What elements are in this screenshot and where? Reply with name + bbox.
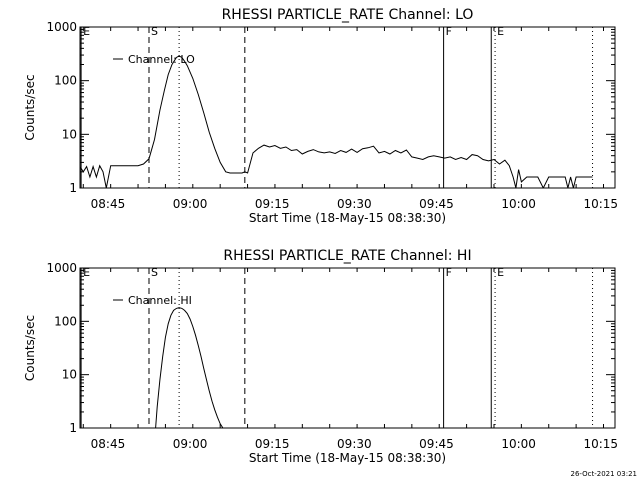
x-axis-label: Start Time (18-May-15 08:38:30)	[249, 451, 446, 465]
y-tick-label: 1	[69, 181, 77, 195]
y-tick-label: 1000	[46, 261, 77, 275]
series-line	[155, 307, 224, 428]
y-axis-label: Counts/sec	[23, 74, 37, 140]
marker-label: E	[83, 266, 90, 279]
x-tick-label: 10:15	[583, 437, 618, 451]
chart-title: RHESSI PARTICLE_RATE Channel: HI	[223, 248, 471, 264]
x-tick-label: 09:00	[173, 437, 208, 451]
series-line	[80, 55, 593, 188]
x-tick-label: 09:45	[419, 197, 454, 211]
footer-timestamp: 26-Oct-2021 03:21	[571, 470, 637, 478]
marker-label: E	[497, 25, 504, 38]
y-tick-label: 1000	[46, 20, 77, 34]
y-tick-label: 100	[54, 74, 77, 88]
plot-frame	[79, 267, 616, 429]
y-tick-label: 1	[69, 421, 77, 435]
x-tick-label: 09:30	[337, 437, 372, 451]
marker-label: F	[446, 266, 452, 279]
chart-title: RHESSI PARTICLE_RATE Channel: LO	[222, 7, 474, 23]
y-tick-label: 100	[54, 314, 77, 328]
x-tick-label: 10:00	[501, 437, 536, 451]
legend-entry: Channel: LO	[128, 53, 195, 66]
x-tick-label: 09:45	[419, 437, 454, 451]
x-tick-label: 09:00	[173, 197, 208, 211]
marker-label: F	[446, 25, 452, 38]
x-tick-label: 09:15	[255, 437, 290, 451]
x-tick-label: 10:00	[501, 197, 536, 211]
legend-entry: Channel: HI	[128, 294, 192, 307]
x-tick-label: 09:15	[255, 197, 290, 211]
x-axis-label: Start Time (18-May-15 08:38:30)	[249, 211, 446, 225]
x-tick-label: 09:30	[337, 197, 372, 211]
marker-label: E	[497, 266, 504, 279]
x-tick-label: 08:45	[91, 197, 126, 211]
y-tick-label: 10	[62, 127, 77, 141]
lo-channel-panel: RHESSI PARTICLE_RATE Channel: LO Start Ti…	[23, 7, 618, 225]
marker-label: E	[83, 25, 90, 38]
y-axis-label: Counts/sec	[23, 315, 37, 381]
marker-label: S	[151, 25, 158, 38]
hi-channel-panel: RHESSI PARTICLE_RATE Channel: HI Start Ti…	[23, 248, 618, 465]
x-tick-label: 10:15	[583, 197, 618, 211]
marker-label: S	[151, 266, 158, 279]
y-tick-label: 10	[62, 368, 77, 382]
x-tick-label: 08:45	[91, 437, 126, 451]
plot-frame	[79, 26, 616, 189]
